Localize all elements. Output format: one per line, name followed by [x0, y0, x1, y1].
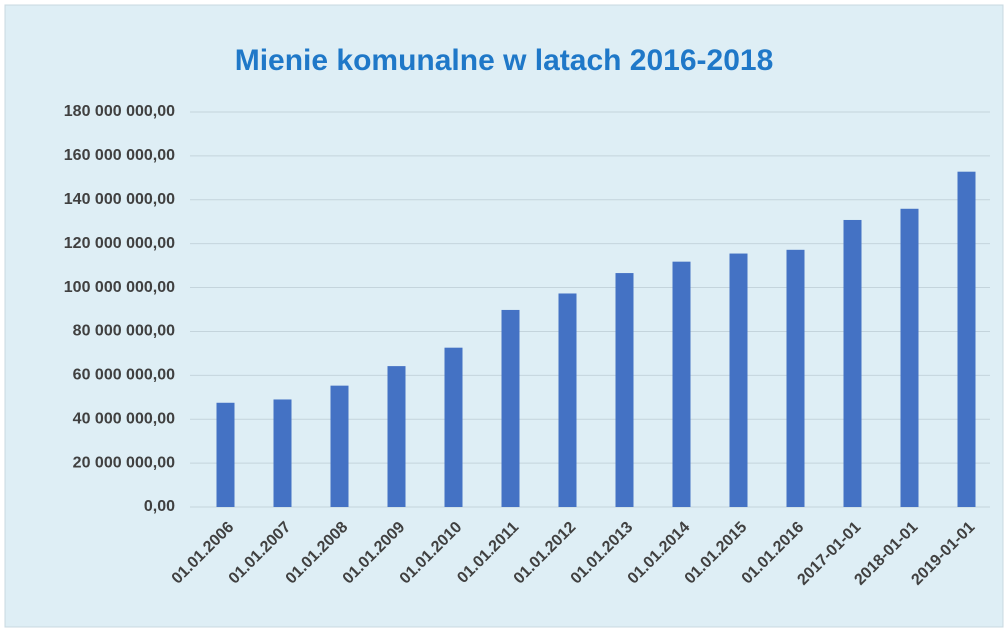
y-tick-label: 60 000 000,00 — [73, 367, 175, 384]
y-tick-label: 120 000 000,00 — [64, 235, 175, 252]
bar — [957, 171, 976, 507]
y-tick-label: 100 000 000,00 — [64, 279, 175, 296]
y-tick-label: 160 000 000,00 — [64, 147, 175, 164]
bar — [558, 293, 577, 507]
y-tick-label: 20 000 000,00 — [73, 454, 175, 471]
bar — [900, 208, 919, 507]
bar — [843, 219, 862, 507]
bar — [672, 261, 691, 507]
bar — [216, 402, 235, 507]
bar — [330, 385, 349, 507]
y-tick-label: 140 000 000,00 — [64, 191, 175, 208]
y-tick-label: 0,00 — [144, 498, 175, 515]
bar — [729, 253, 748, 507]
y-tick-label: 180 000 000,00 — [64, 103, 175, 120]
chart-title: Mienie komunalne w latach 2016-2018 — [235, 44, 774, 77]
bar — [501, 309, 520, 507]
bar — [786, 249, 805, 508]
bar — [273, 399, 292, 507]
bar — [615, 273, 634, 507]
bar — [387, 366, 406, 507]
y-tick-label: 80 000 000,00 — [73, 323, 175, 340]
bar — [444, 347, 463, 507]
y-tick-label: 40 000 000,00 — [73, 410, 175, 427]
